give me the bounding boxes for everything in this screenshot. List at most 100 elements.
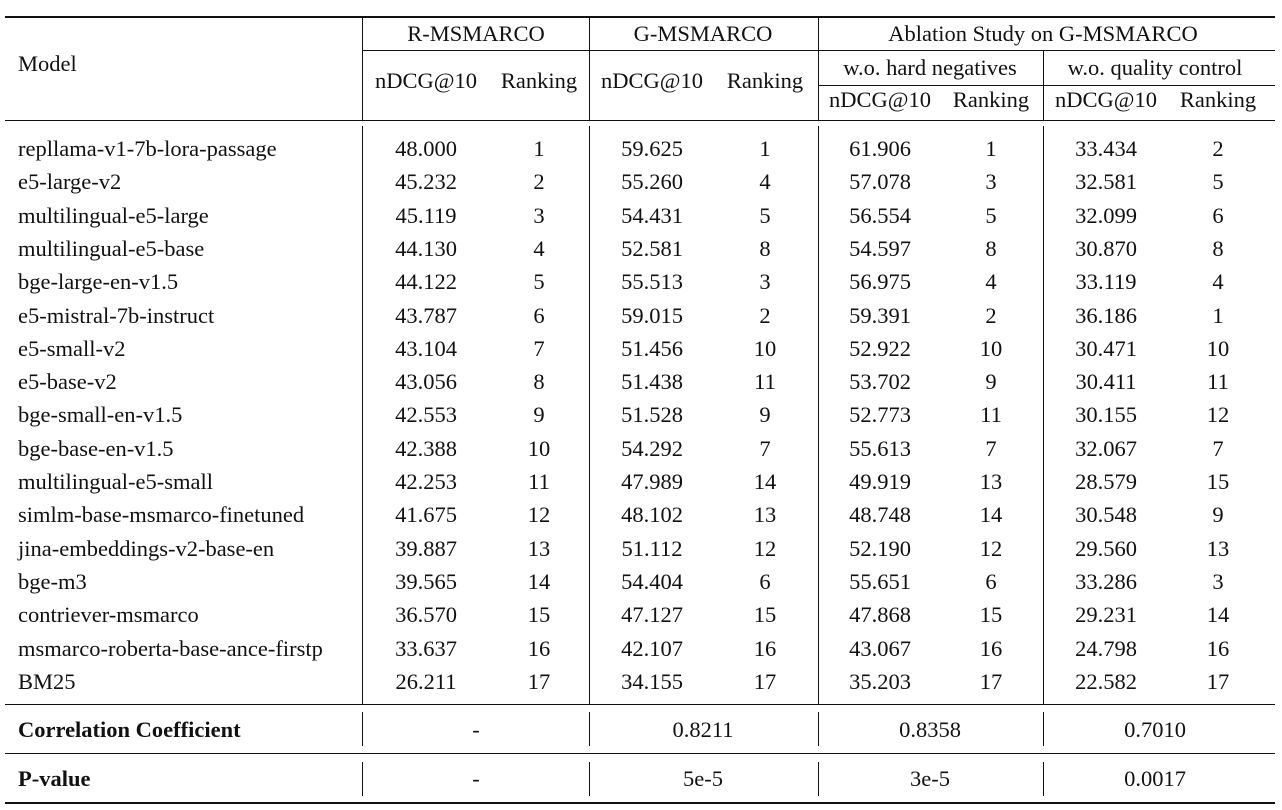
pvalue-r: - <box>472 766 480 791</box>
cell-q-ndcg: 29.231 <box>1075 602 1137 628</box>
cell-model: multilingual-e5-small <box>18 469 213 494</box>
cell-h-ndcg: 59.391 <box>849 302 911 328</box>
cell-g-ndcg: 48.102 <box>621 502 683 528</box>
cell-r-ranking: 12 <box>527 502 551 528</box>
cell-r-ndcg: 44.130 <box>395 235 457 261</box>
correlation-label: Correlation Coefficient <box>18 717 241 742</box>
cell-g-ndcg: 51.438 <box>621 369 683 395</box>
cell-g-ranking: 14 <box>753 469 777 494</box>
group-header-r-msmarco: R-MSMARCO <box>407 21 545 46</box>
cell-h-ndcg: 56.975 <box>849 269 911 295</box>
cell-h-ndcg: 47.868 <box>849 602 911 628</box>
q-ndcg-header: nDCG@10 <box>1055 87 1157 112</box>
cell-h-ranking: 11 <box>980 402 1002 428</box>
cell-g-ranking: 12 <box>753 535 777 561</box>
cell-g-ranking: 11 <box>754 369 776 395</box>
cell-r-ranking: 2 <box>533 169 545 195</box>
h-ndcg-header: nDCG@10 <box>829 87 931 112</box>
cell-g-ndcg: 47.127 <box>621 602 683 628</box>
bottom-rule <box>5 802 1275 804</box>
cell-model: BM25 <box>18 668 76 694</box>
cell-model: e5-mistral-7b-instruct <box>18 302 215 328</box>
cell-g-ranking: 4 <box>759 169 771 195</box>
cell-h-ranking: 1 <box>985 136 997 161</box>
cell-r-ndcg: 43.056 <box>395 369 457 395</box>
cell-q-ranking: 5 <box>1212 169 1224 195</box>
pvalue-label: P-value <box>18 766 91 791</box>
cell-r-ndcg: 26.211 <box>395 668 457 694</box>
cell-q-ndcg: 30.155 <box>1075 402 1137 428</box>
cell-q-ndcg: 36.186 <box>1075 302 1137 328</box>
correlation-r: - <box>472 717 480 742</box>
cell-g-ndcg: 59.015 <box>621 302 683 328</box>
cell-model: multilingual-e5-large <box>18 202 209 228</box>
cell-r-ranking: 16 <box>527 635 551 661</box>
cell-q-ndcg: 30.471 <box>1075 335 1137 361</box>
col-divider <box>818 126 819 704</box>
h-ranking-header: Ranking <box>952 87 1030 112</box>
cell-h-ndcg: 43.067 <box>849 635 911 661</box>
cell-q-ranking: 14 <box>1206 602 1230 628</box>
group-header-ablation: Ablation Study on G-MSMARCO <box>888 21 1198 46</box>
cell-q-ndcg: 32.067 <box>1075 435 1137 461</box>
cell-q-ndcg: 30.870 <box>1075 235 1137 261</box>
cell-h-ranking: 5 <box>985 202 997 228</box>
cell-h-ranking: 16 <box>979 635 1003 661</box>
col-divider <box>362 712 363 746</box>
cell-r-ranking: 7 <box>533 335 545 361</box>
cell-q-ranking: 3 <box>1212 568 1224 594</box>
cell-r-ndcg: 33.637 <box>395 635 457 661</box>
pvalue-q: 0.0017 <box>1124 766 1186 791</box>
cell-model: jina-embeddings-v2-base-en <box>18 535 275 561</box>
cell-q-ranking: 8 <box>1212 235 1224 261</box>
correlation-h: 0.8358 <box>899 717 961 742</box>
cell-r-ranking: 9 <box>533 402 545 428</box>
cell-h-ndcg: 48.748 <box>849 502 911 528</box>
cell-q-ranking: 9 <box>1212 502 1224 528</box>
cell-model: e5-large-v2 <box>18 169 122 195</box>
col-divider <box>362 16 363 120</box>
cell-model: e5-base-v2 <box>18 369 117 395</box>
cell-r-ndcg: 42.253 <box>395 469 457 494</box>
cell-h-ranking: 4 <box>985 269 997 295</box>
cell-q-ndcg: 30.411 <box>1075 369 1137 395</box>
cell-model: multilingual-e5-base <box>18 235 205 261</box>
cell-r-ranking: 10 <box>527 435 551 461</box>
cell-q-ndcg: 32.581 <box>1075 169 1137 195</box>
cell-g-ndcg: 52.581 <box>621 235 683 261</box>
subgroup-rule <box>818 85 1275 86</box>
model-header: Model <box>18 51 77 76</box>
cell-q-ranking: 7 <box>1212 435 1224 461</box>
cell-model: bge-large-en-v1.5 <box>18 269 179 295</box>
cell-g-ndcg: 34.155 <box>621 668 683 694</box>
cell-r-ndcg: 43.104 <box>395 335 457 361</box>
cell-model: e5-small-v2 <box>18 335 126 361</box>
cell-q-ranking: 4 <box>1212 269 1224 295</box>
cell-h-ranking: 3 <box>985 169 997 195</box>
cell-h-ranking: 6 <box>985 568 997 594</box>
cell-r-ndcg: 41.675 <box>395 502 457 528</box>
col-divider <box>818 16 819 120</box>
cell-model: contriever-msmarco <box>18 602 199 628</box>
col-divider <box>362 762 363 796</box>
cell-r-ndcg: 45.119 <box>395 202 457 228</box>
cell-h-ranking: 17 <box>979 668 1003 694</box>
pvalue-g: 5e-5 <box>683 766 723 791</box>
cell-g-ndcg: 51.112 <box>621 535 683 561</box>
cell-r-ndcg: 36.570 <box>395 602 457 628</box>
cell-r-ndcg: 45.232 <box>395 169 457 195</box>
cell-g-ndcg: 55.513 <box>621 269 683 295</box>
cell-h-ranking: 2 <box>985 302 997 328</box>
col-divider <box>589 126 590 704</box>
cell-r-ndcg: 39.565 <box>395 568 457 594</box>
cell-g-ranking: 2 <box>759 302 771 328</box>
cell-r-ndcg: 39.887 <box>395 535 457 561</box>
cell-h-ndcg: 55.613 <box>849 435 911 461</box>
cell-h-ndcg: 61.906 <box>849 136 911 161</box>
cell-q-ranking: 11 <box>1207 369 1229 395</box>
cell-h-ranking: 7 <box>985 435 997 461</box>
cell-g-ranking: 17 <box>753 668 777 694</box>
cell-q-ranking: 15 <box>1206 469 1230 494</box>
cell-q-ranking: 12 <box>1206 402 1230 428</box>
group-header-g-msmarco: G-MSMARCO <box>633 21 773 46</box>
